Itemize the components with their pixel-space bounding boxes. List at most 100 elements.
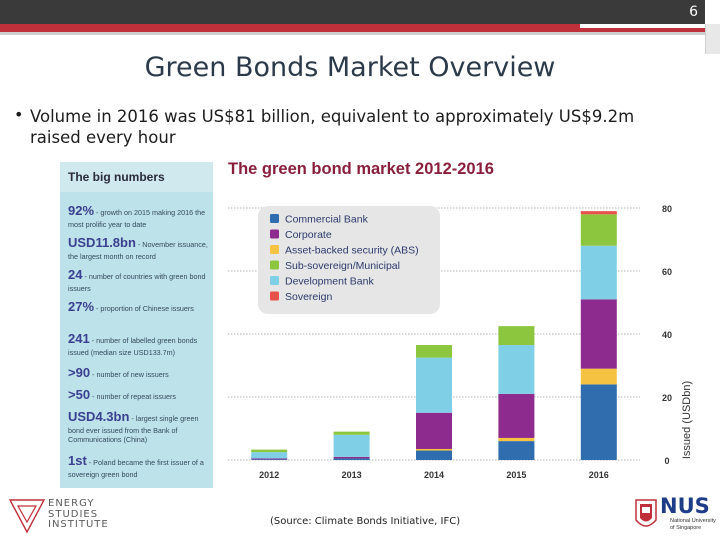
legend-label: Commercial Bank [285,214,369,226]
bullet-text: Volume in 2016 was US$81 billion, equiva… [30,107,635,148]
legend-swatch [270,214,279,223]
stat-text: - largest single green bond ever issued … [68,414,199,445]
y-axis-label: Issued (USDbn) [681,381,693,459]
legend-label: Sub-sovereign/Municipal [285,260,400,272]
bar-segment [333,434,370,457]
stat-value: 27% [68,299,95,314]
bar-segment [498,393,535,438]
legend-swatch [270,260,279,270]
bar-segment [251,458,288,460]
stat-text: - November issuance, the largest month o… [68,240,208,261]
stat-value: >50 [68,387,91,402]
legend-label: Development Bank [285,276,374,288]
bar-segment [498,437,535,442]
stat-item: >50 - number of repeat issuers [68,386,214,404]
bar-segment [333,458,370,460]
accent-line [0,24,705,32]
big-numbers-panel: The big numbers 92% - growth on 2015 mak… [60,162,213,488]
stat-value: 24 [68,267,83,282]
bar-segment [498,345,535,394]
bar-segment [416,412,452,449]
bar-segment [251,449,288,453]
bar-segment [333,456,370,459]
bar-segment [333,431,370,435]
bar-segment [498,326,535,346]
bar-segment [580,214,617,246]
nus-crest-icon [635,499,657,527]
legend-swatch [270,229,279,239]
stat-value: USD11.8bn [68,235,136,250]
esi-logo-icon [8,499,46,534]
y-tick-label: 60 [662,267,672,277]
bar-segment [251,459,288,460]
stat-item: 241 - number of labelled green bonds iss… [68,330,214,357]
bar-segment [416,345,452,358]
stat-value: 1st [68,453,87,468]
bar-segment [251,452,288,459]
stat-text: - Poland became the first issuer of a so… [68,458,204,479]
big-numbers-heading: The big numbers [68,170,165,184]
esi-line: ENERGY [48,498,95,509]
bullet-dot-icon: • [14,105,24,124]
legend-label: Asset-backed security (ABS) [285,245,419,257]
nus-sub-line: of Singapore [670,524,702,531]
stat-value: 92% [68,203,95,218]
bar-segment [416,448,452,451]
bar-segment [580,384,617,460]
stat-text: - proportion of Chinese issuers [94,304,194,313]
esi-line: INSTITUTE [48,519,109,530]
stat-item: 1st - Poland became the first issuer of … [68,452,214,479]
stat-item: USD11.8bn - November issuance, the large… [68,234,214,261]
y-tick-label: 80 [662,204,672,214]
accent-notch [580,24,705,28]
bullet-point: • Volume in 2016 was US$81 billion, equi… [14,105,680,149]
stat-item: 24 - number of countries with green bond… [68,266,214,293]
stat-item: >90 - number of new issuers [68,364,214,382]
bar-segment [580,368,617,385]
bar-segment [580,299,617,369]
stat-item: 92% - growth on 2015 making 2016 the mos… [68,202,214,229]
stat-text: - number of labelled green bonds issued … [68,336,198,357]
legend-label: Sovereign [285,291,332,303]
bar-segment [416,357,452,413]
legend-box [258,206,440,314]
slide-edge [705,24,720,54]
nus-subtitle: National University of Singapore [670,518,716,531]
x-tick-label: 2016 [589,470,609,480]
accent-underline [0,32,705,35]
bar-segment [580,245,617,300]
legend-swatch [270,291,279,301]
legend-swatch [270,276,279,285]
source-note: (Source: Climate Bonds Initiative, IFC) [270,516,461,527]
x-tick-label: 2013 [342,470,362,480]
x-tick-label: 2012 [259,470,279,480]
legend-label: Corporate [285,229,332,241]
stat-value: USD4.3bn [68,409,130,424]
big-numbers-header: The big numbers [60,162,213,192]
chart-title: The green bond market 2012-2016 [228,160,494,178]
esi-logo-text: ENERGY STUDIES INSTITUTE [48,498,109,531]
y-tick-label: 0 [664,456,669,466]
bar-segment [416,450,452,460]
slide-title: Green Bonds Market Overview [144,52,556,83]
legend-swatch [270,245,279,254]
y-tick-label: 40 [662,330,672,340]
bar-segment [498,441,535,460]
stat-text: - number of countries with green bond is… [68,272,206,293]
top-bar [0,0,705,24]
stat-text: - growth on 2015 making 2016 the most pr… [68,208,206,229]
stat-text: - number of repeat issuers [90,392,176,401]
x-tick-label: 2014 [424,470,444,480]
bar-segment [580,211,617,215]
stat-value: >90 [68,365,91,380]
y-tick-label: 20 [662,393,672,403]
nus-sub-line: National University [670,518,716,524]
stat-text: - number of new issuers [90,370,169,379]
stat-item: 27% - proportion of Chinese issuers [68,298,214,316]
nus-logo-text: NUS [660,494,710,518]
x-tick-label: 2015 [506,470,526,480]
page-number: 6 [689,4,698,20]
stat-value: 241 [68,331,90,346]
stat-item: USD4.3bn - largest single green bond eve… [68,408,214,445]
